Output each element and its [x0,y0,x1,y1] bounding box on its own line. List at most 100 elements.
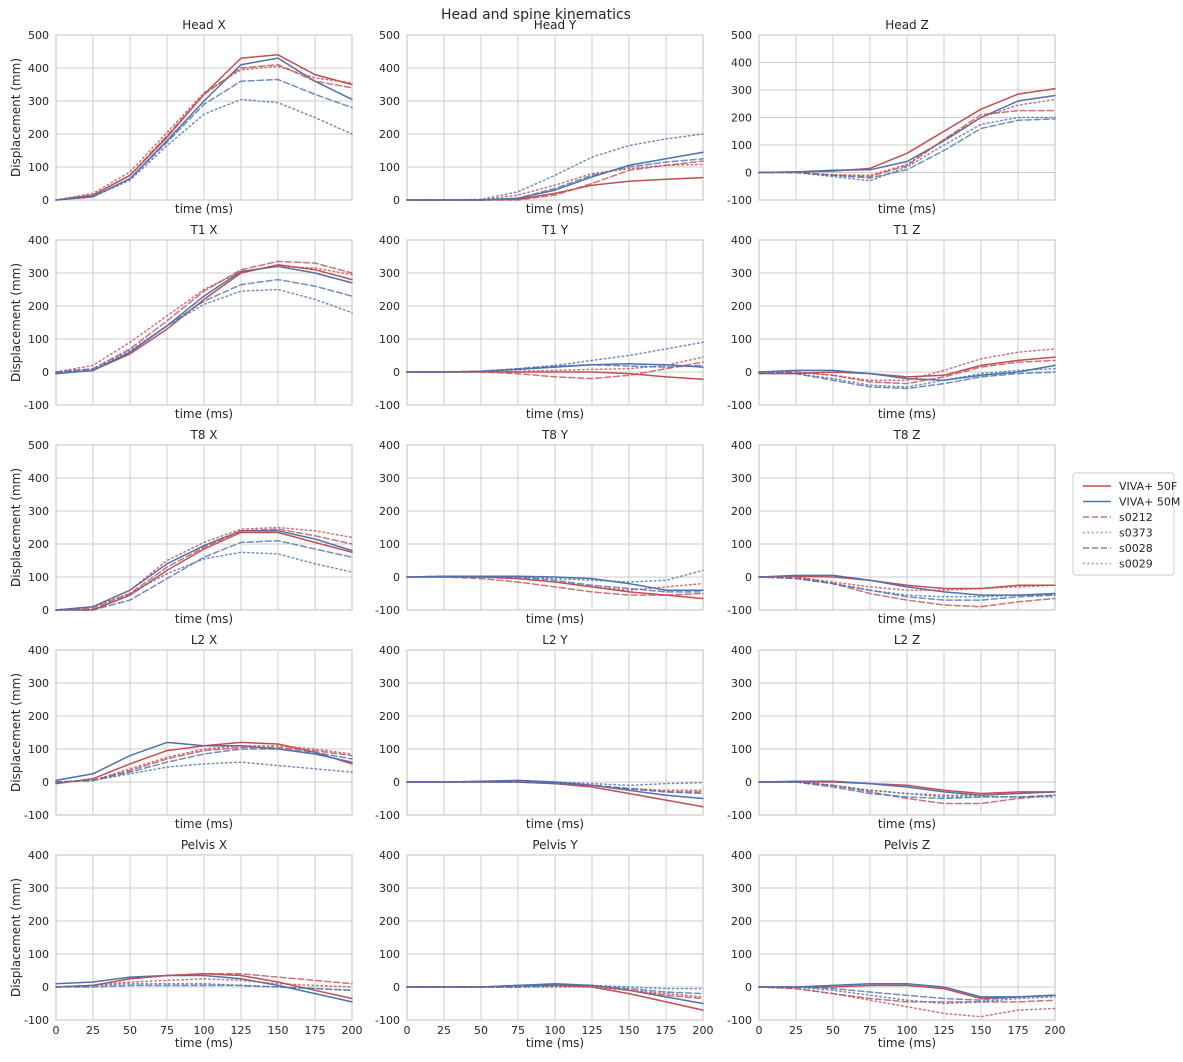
legend-label-s0029: s0029 [1119,558,1153,571]
y-tick-label: 200 [28,300,49,313]
x-tick-label: 50 [474,1024,488,1037]
series-line-viva-50m [758,364,1056,382]
panel-l2-x: L2 X -100 0 100 200 300 400 time (ms) Displaceme… [9,633,353,831]
y-tick-label: 400 [379,849,400,862]
y-tick-label: 300 [731,882,752,895]
plot-frame [758,239,1056,406]
y-tick-label: -100 [727,194,752,207]
plot-frame [406,239,704,406]
x-axis-label: time (ms) [175,202,233,216]
panel-pelvis-y: Pelvis Y -100 0 100 200 300 400 0 25 50 75 100 125 15… [375,838,713,1050]
y-tick-label: 300 [379,267,400,280]
x-axis-label: time (ms) [175,1036,233,1050]
x-tick-label: 200 [342,1024,363,1037]
series-line-s0373 [758,986,1056,1018]
y-tick-label: 0 [42,604,49,617]
y-tick-label: 100 [379,161,400,174]
plot-frame [406,854,704,1021]
y-tick-label: 300 [379,95,400,108]
y-tick-label: 100 [379,538,400,551]
x-axis-label: time (ms) [175,407,233,421]
x-tick-label: 100 [545,1024,566,1037]
plot-frame [55,444,353,611]
y-tick-label: -100 [727,604,752,617]
y-tick-label: 0 [42,366,49,379]
y-tick-label: 400 [731,439,752,452]
series-line-s0212 [55,528,353,611]
panel-title: Head X [182,18,225,32]
series-line-viva-50m [55,974,353,1003]
y-tick-label: 400 [28,644,49,657]
plot-frame [758,854,1056,1021]
x-axis-label: time (ms) [878,202,936,216]
legend-frame [1072,472,1175,576]
series-line-s0373 [55,265,353,373]
y-tick-label: 300 [28,677,49,690]
series-line-s0029 [55,761,353,783]
series-line-s0029 [55,288,353,373]
series-line-viva-50m [758,982,1056,998]
y-tick-label: 0 [42,194,49,207]
panel-head-y: Head Y 0 100 200 300 400 500 time (ms) [379,18,704,216]
y-tick-label: 0 [745,167,752,180]
x-tick-label: 175 [1008,1024,1029,1037]
x-tick-label: 200 [1045,1024,1066,1037]
y-tick-label: 500 [379,29,400,42]
y-tick-label: -100 [375,399,400,412]
x-tick-label: 0 [53,1024,60,1037]
y-tick-label: -100 [375,1014,400,1027]
y-tick-label: 0 [745,366,752,379]
x-tick-label: 100 [897,1024,918,1037]
x-tick-label: 150 [619,1024,640,1037]
plot-frame [55,239,353,406]
series-line-viva-50f [55,531,353,611]
y-tick-label: 100 [379,948,400,961]
panel-title: T8 Z [893,428,921,442]
panel-title: Pelvis Y [532,838,578,852]
y-tick-label: 100 [731,139,752,152]
panel-title: T1 Y [541,223,569,237]
y-tick-label: -100 [727,1014,752,1027]
y-tick-label: 200 [28,128,49,141]
plot-frame [55,34,353,201]
series-line-s0029 [758,576,1056,598]
series-line-s0029 [758,986,1056,1005]
series-line-s0029 [758,116,1056,182]
plot-frame [55,649,353,816]
panel-title: L2 Y [542,633,568,647]
x-axis-label: time (ms) [526,407,584,421]
x-tick-label: 25 [437,1024,451,1037]
y-tick-label: 400 [731,57,752,70]
y-tick-label: 300 [731,267,752,280]
y-tick-label: -100 [24,399,49,412]
y-tick-label: 0 [42,981,49,994]
y-tick-label: 200 [731,112,752,125]
y-tick-label: 0 [745,776,752,789]
y-tick-label: 300 [28,505,49,518]
panel-t8-z: T8 Z -100 0 100 200 300 400 time (ms) [727,428,1056,626]
plot-frame [406,34,704,201]
y-axis-label: Displacement (mm) [9,673,23,792]
panel-title: Pelvis Z [884,838,930,852]
series-line-s0212 [55,973,353,988]
x-tick-label: 175 [305,1024,326,1037]
y-tick-label: 300 [731,472,752,485]
y-tick-label: 0 [393,571,400,584]
y-tick-label: 100 [28,161,49,174]
y-tick-label: 200 [379,300,400,313]
panel-title: Pelvis X [181,838,227,852]
y-tick-label: 100 [379,743,400,756]
y-tick-label: 200 [731,300,752,313]
y-tick-label: -100 [24,809,49,822]
x-axis-label: time (ms) [526,1036,584,1050]
series-line-s0029 [758,781,1056,798]
y-tick-label: -100 [24,1014,49,1027]
y-tick-label: -100 [375,809,400,822]
x-tick-label: 125 [934,1024,955,1037]
y-tick-label: 400 [28,472,49,485]
series-line-s0029 [758,367,1056,388]
y-axis-label: Displacement (mm) [9,263,23,382]
figure-title: Head and spine kinematics [441,7,631,23]
y-axis-label: Displacement (mm) [9,878,23,997]
